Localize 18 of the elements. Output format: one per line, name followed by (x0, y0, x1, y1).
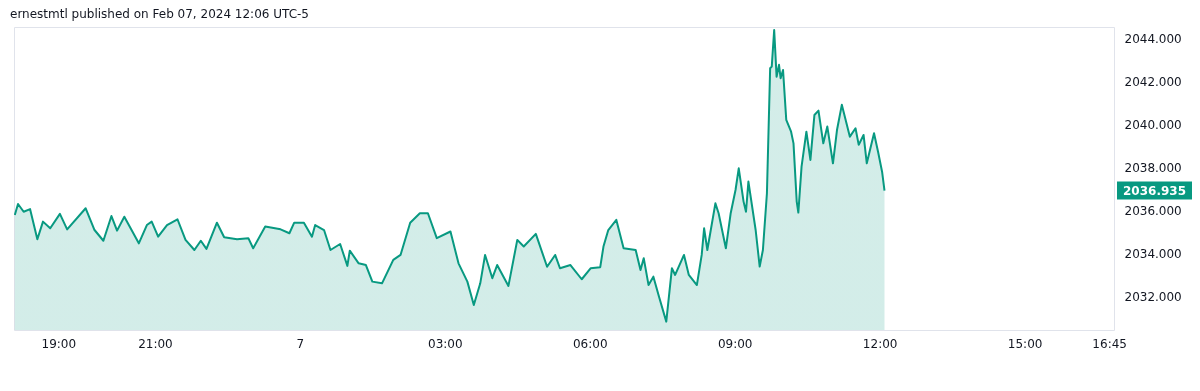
x-tick-label: 21:00 (138, 336, 173, 351)
y-tick-label: 2032.000 (1124, 290, 1182, 305)
x-tick-label: 16:45 (1092, 336, 1127, 351)
x-tick-label: 15:00 (1007, 336, 1043, 351)
y-tick-label: 2044.000 (1124, 32, 1182, 47)
chart-title: ernestmtl published on Feb 07, 2024 12:06 UTC-5 (10, 7, 309, 21)
x-tick-label: 19:00 (41, 336, 77, 351)
y-tick-label: 2036.000 (1124, 204, 1182, 219)
x-tick-label: 06:00 (572, 336, 608, 351)
y-tick-label: 2040.000 (1124, 118, 1182, 133)
x-tick-label: 7 (296, 336, 305, 351)
y-tick-label: 2042.000 (1124, 75, 1182, 90)
y-tick-label: 2038.000 (1124, 161, 1182, 176)
x-tick-label: 12:00 (862, 336, 898, 351)
x-tick-label: 03:00 (428, 336, 463, 351)
x-tick-label: 09:00 (717, 336, 753, 351)
text: 2036.935 (1123, 183, 1187, 198)
y-tick-label: 2034.000 (1124, 247, 1182, 262)
